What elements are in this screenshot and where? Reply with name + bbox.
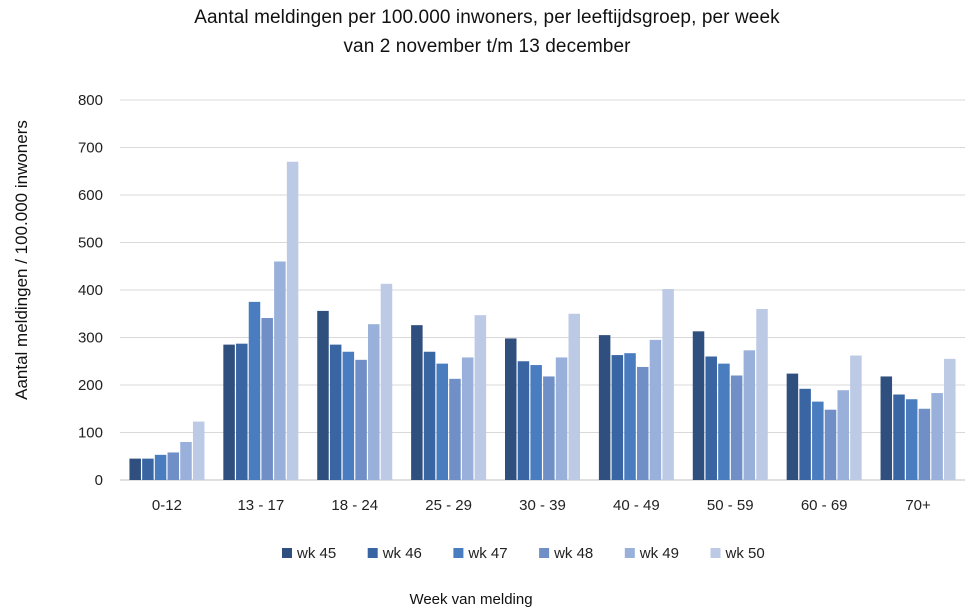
bar: [167, 452, 180, 480]
x-tick-label: 18 - 24: [331, 497, 378, 514]
y-tick-label: 200: [78, 377, 103, 394]
bar: [799, 388, 811, 480]
bar: [786, 373, 799, 480]
bar: [756, 309, 768, 480]
legend-swatch: [453, 548, 464, 558]
bar: [505, 338, 517, 480]
bar: [142, 458, 154, 480]
bar: [624, 353, 636, 480]
bar: [730, 375, 743, 480]
chart-title: Aantal meldingen per 100.000 inwoners, p…: [194, 7, 780, 28]
bar: [461, 357, 474, 480]
bar: [192, 421, 205, 480]
legend-label: wk 50: [725, 545, 765, 562]
bar: [636, 366, 649, 480]
legend-swatch: [710, 548, 721, 558]
bar: [598, 335, 611, 480]
legend-label: wk 45: [296, 545, 336, 562]
x-tick-label: 50 - 59: [707, 497, 754, 514]
y-tick-label: 400: [78, 282, 103, 299]
y-axis-label: Aantal meldingen / 100.000 inwoners: [12, 120, 31, 400]
y-tick-label: 300: [78, 330, 103, 347]
bar: [180, 442, 192, 480]
bar: [236, 343, 248, 480]
bar: [436, 363, 449, 480]
x-tick-label: 30 - 39: [519, 497, 566, 514]
bar: [355, 359, 367, 480]
bar: [368, 324, 380, 480]
grid: [120, 99, 965, 481]
x-tick-label: 13 - 17: [237, 497, 284, 514]
legend: wk 45 wk 46 wk 47 wk 48 wk 49 wk 50: [282, 545, 765, 562]
legend-label: wk 47: [467, 545, 507, 562]
bar: [329, 344, 342, 480]
y-tick-label: 100: [78, 425, 103, 442]
bar: [154, 454, 167, 480]
bar: [261, 318, 273, 480]
legend-label: wk 46: [382, 545, 422, 562]
bar: [880, 376, 893, 480]
bar: [543, 376, 555, 480]
bar: [692, 331, 705, 480]
bar: [411, 325, 423, 480]
bar: [705, 356, 717, 480]
legend-swatch: [624, 548, 635, 558]
y-tick-label: 800: [78, 92, 103, 109]
bar: [317, 310, 329, 480]
bar: [743, 350, 756, 480]
bar: [342, 351, 355, 480]
bar: [530, 365, 542, 480]
x-tick-labels: 0-12 13 - 17 18 - 24 25 - 29 30 - 39 40 - 49 5…: [152, 497, 931, 514]
bar: [129, 458, 141, 480]
chart-subtitle: van 2 november t/m 13 december: [343, 36, 631, 57]
y-tick-labels: 0 100 200 300 400 500 600 700 800: [78, 92, 103, 489]
legend-swatch: [367, 548, 378, 558]
bar: [918, 408, 931, 480]
y-tick-label: 0: [95, 472, 103, 489]
x-tick-label: 40 - 49: [613, 497, 660, 514]
bar: [893, 394, 905, 480]
bars: [129, 161, 956, 480]
bar: [905, 399, 918, 480]
bar: [944, 358, 956, 480]
bar: [248, 301, 261, 480]
x-tick-label: 25 - 29: [425, 497, 472, 514]
legend-swatch: [539, 548, 550, 558]
bar: [517, 361, 530, 480]
bar: [286, 161, 299, 480]
bar: [568, 313, 580, 480]
bar: [274, 261, 286, 480]
bar: [850, 355, 862, 480]
bar: [474, 315, 487, 480]
bar: [931, 393, 943, 480]
bar: [837, 390, 849, 480]
x-axis-label: Week van melding: [409, 591, 532, 608]
bar: [449, 378, 461, 480]
bar: [824, 409, 837, 480]
legend-label: wk 48: [553, 545, 593, 562]
bar: [380, 283, 393, 480]
bar: [649, 339, 662, 480]
bar: [223, 344, 235, 480]
y-tick-label: 500: [78, 235, 103, 252]
x-tick-label: 70+: [905, 497, 931, 514]
x-tick-label: 60 - 69: [801, 497, 848, 514]
bar: [662, 289, 674, 480]
legend-swatch: [282, 548, 292, 558]
x-tick-label: 0-12: [152, 497, 182, 514]
bar: [611, 355, 624, 480]
y-tick-label: 600: [78, 187, 103, 204]
bar: [423, 351, 436, 480]
bar: [555, 357, 568, 480]
y-tick-label: 700: [78, 140, 103, 157]
legend-label: wk 49: [639, 545, 679, 562]
bar: [812, 401, 824, 480]
bar: [718, 363, 730, 480]
